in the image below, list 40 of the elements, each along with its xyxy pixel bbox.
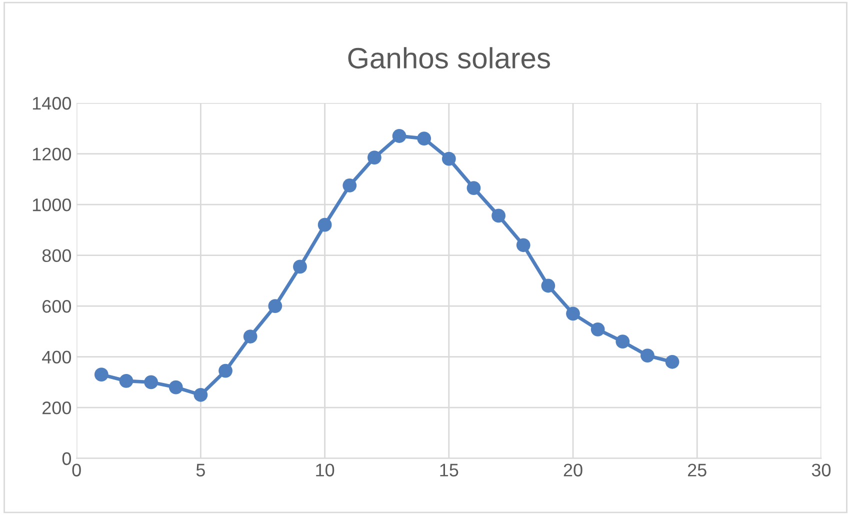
y-tick-label: 1400 [32, 96, 72, 110]
point [243, 330, 258, 344]
point [194, 388, 208, 402]
point [119, 374, 134, 388]
point [516, 238, 530, 252]
point [94, 368, 108, 382]
point [492, 208, 506, 223]
x-tick-label: 15 [440, 464, 458, 476]
point [616, 334, 630, 349]
point [466, 181, 481, 195]
point [541, 278, 556, 293]
y-tick-label: 0 [62, 452, 72, 466]
y-tick-label: 600 [42, 300, 72, 313]
point [268, 299, 282, 313]
y-tick-label: 200 [42, 402, 72, 414]
point [342, 178, 357, 192]
point [367, 150, 382, 165]
point [318, 218, 332, 232]
x-tick-label: 10 [316, 464, 334, 476]
point [442, 152, 456, 166]
x-tick-label: 0 [72, 464, 81, 476]
y-tick-label: 1000 [32, 198, 72, 212]
y-tick-label: 400 [42, 350, 72, 364]
point [218, 364, 232, 378]
point [392, 129, 406, 143]
chart-title: Ganhos solares [348, 47, 550, 69]
point [665, 354, 680, 369]
point [590, 322, 605, 336]
x-tick-label: 25 [688, 464, 706, 476]
point [293, 260, 307, 274]
point [144, 375, 158, 390]
x-tick-label: 20 [564, 464, 582, 476]
point [566, 306, 580, 321]
point [168, 380, 183, 394]
x-tick-label: 30 [812, 464, 831, 476]
y-tick-label: 800 [42, 249, 72, 262]
point [417, 132, 432, 146]
y-tick-label: 1200 [32, 148, 72, 160]
point [640, 348, 654, 362]
x-tick-label: 5 [196, 464, 205, 476]
